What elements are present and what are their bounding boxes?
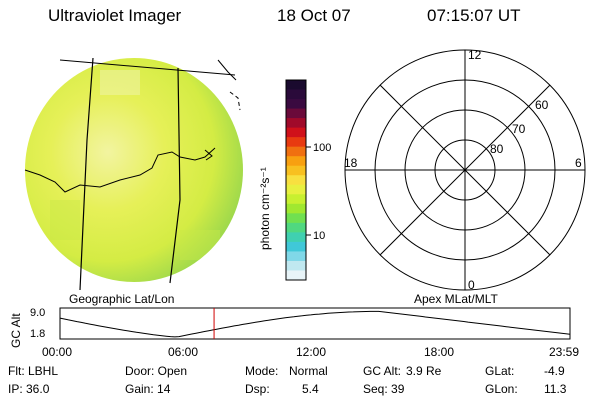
mlat-label-80: 80	[490, 142, 504, 156]
alt-xtick-1200: 12:00	[296, 345, 326, 359]
geographic-label: Geographic Lat/Lon	[69, 292, 175, 306]
colorbar-tick-100: 100	[313, 142, 331, 154]
ip-info: IP: 36.0	[8, 382, 50, 396]
seq-info: Seq: 39	[363, 382, 405, 396]
filter-info: Flt: LBHL	[8, 364, 59, 378]
colorbar-band	[286, 251, 306, 262]
colorbar-band	[286, 99, 306, 110]
alt-xtick-0600: 06:00	[168, 345, 198, 359]
colorbar-band	[286, 165, 306, 176]
colorbar-band	[286, 241, 306, 252]
alt-ylabel: GC Alt	[9, 313, 23, 348]
colorbar-band	[286, 213, 306, 224]
colorbar-band	[286, 89, 306, 100]
glat-label: GLat:	[485, 364, 515, 378]
colorbar-band	[286, 270, 306, 281]
earth-disk	[25, 58, 243, 282]
alt-ytick-9: 9.0	[30, 307, 45, 319]
instrument-title: Ultraviolet Imager	[48, 6, 182, 25]
colorbar-band	[286, 184, 306, 195]
colorbar-band	[286, 108, 306, 119]
date-label: 18 Oct 07	[277, 6, 351, 25]
dsp-label: Dsp:	[245, 382, 270, 396]
polar-plot: 12 0 18 6 60 70 80	[344, 48, 586, 292]
colorbar-band	[286, 137, 306, 148]
colorbar-band	[286, 194, 306, 205]
alt-xtick-2359: 23:59	[549, 345, 579, 359]
colorbar-band	[286, 232, 306, 243]
mlat-label-60: 60	[535, 98, 549, 112]
mlt-label-0: 0	[468, 278, 475, 292]
colorbar-band	[286, 203, 306, 214]
apex-label: Apex MLat/MLT	[414, 292, 498, 306]
mlt-label-6: 6	[575, 156, 582, 170]
colorbar-label: photon cm⁻²s⁻¹	[258, 167, 272, 250]
mlt-label-12: 12	[468, 48, 482, 62]
colorbar-band	[286, 146, 306, 157]
colorbar-band	[286, 260, 306, 271]
colorbar-band	[286, 156, 306, 167]
gain-info: Gain: 14	[125, 382, 171, 396]
time-label: 07:15:07 UT	[427, 6, 521, 25]
mlat-label-70: 70	[512, 122, 526, 136]
colorbar-band	[286, 80, 306, 91]
glon-label: GLon:	[485, 382, 518, 396]
colorbar-tick-10: 10	[313, 230, 325, 242]
glat-value: -4.9	[544, 364, 565, 378]
alt-ytick-1-8: 1.8	[30, 328, 45, 340]
glon-value: 11.3	[544, 382, 567, 396]
alt-xtick-1800: 18:00	[424, 345, 454, 359]
colorbar: 100 10	[285, 79, 331, 281]
colorbar-band	[286, 222, 306, 233]
alt-xtick-0000: 00:00	[42, 345, 72, 359]
colorbar-band	[286, 118, 306, 129]
mode-value: Normal	[289, 364, 328, 378]
mode-label: Mode:	[245, 364, 279, 378]
altitude-plot: 9.0 1.8 GC Alt 00:00 06:00 12:00 18:00 2…	[9, 307, 579, 359]
gc-alt-value: 3.9 Re	[406, 364, 442, 378]
door-info: Door: Open	[125, 364, 188, 378]
colorbar-band	[286, 127, 306, 138]
colorbar-band	[286, 175, 306, 186]
gc-alt-label: GC Alt:	[363, 364, 402, 378]
mlt-label-18: 18	[344, 156, 358, 170]
dsp-value: 5.4	[302, 382, 319, 396]
altitude-curve	[59, 310, 571, 338]
